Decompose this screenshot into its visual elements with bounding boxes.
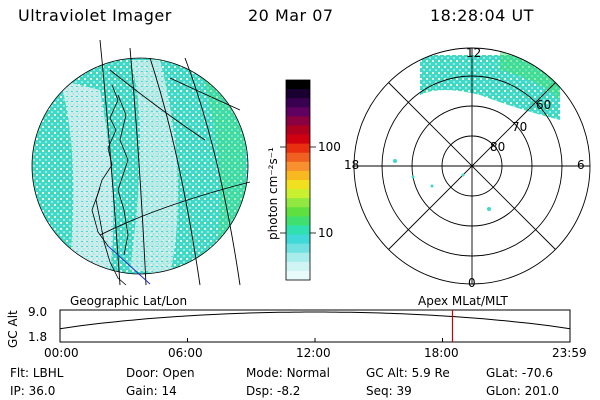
lat-label-60: 60 <box>536 98 552 112</box>
time-label: 18:28:04 UT <box>430 6 534 25</box>
info-glon: GLon: 201.0 <box>486 384 559 398</box>
colorbar-step <box>286 98 310 108</box>
colorbar-step <box>286 143 310 154</box>
colorbar-unit: photon cm⁻²s⁻¹ <box>266 147 280 240</box>
info-glat: GLat: -70.6 <box>486 366 553 380</box>
info-gc-alt: GC Alt: 5.9 Re <box>366 366 450 380</box>
time-tick-4: 23:59 <box>552 346 587 360</box>
date-label: 20 Mar 07 <box>248 6 334 25</box>
info-ip: IP: 36.0 <box>10 384 56 398</box>
colorbar-tick-100: 100 <box>318 140 341 154</box>
info-flt: Flt: LBHL <box>10 366 64 380</box>
lat-label-80: 80 <box>490 140 506 154</box>
info-seq: Seq: 39 <box>366 384 412 398</box>
colorbar-step <box>286 216 310 226</box>
colorbar-step <box>286 170 310 181</box>
alt-tick-low: 1.8 <box>28 330 48 344</box>
colorbar-step <box>286 125 310 136</box>
colorbar-step <box>286 261 310 272</box>
info-mode: Mode: Normal <box>246 366 330 380</box>
colorbar-step <box>286 198 310 208</box>
colorbar-step <box>286 161 310 172</box>
colorbar-step <box>286 189 310 199</box>
colorbar-step <box>286 134 310 145</box>
info-dsp: Dsp: -8.2 <box>246 384 301 398</box>
time-tick-1: 06:00 <box>168 346 203 360</box>
time-tick-2: 12:00 <box>296 346 331 360</box>
altitude-axis-title: GC Alt <box>6 310 20 348</box>
mlt-label-right: 6 <box>577 158 585 172</box>
colorbar-tick-10: 10 <box>318 226 334 240</box>
mlt-label-bottom: 0 <box>468 276 476 290</box>
colorbar-step <box>286 243 310 254</box>
altitude-curve <box>59 311 571 330</box>
time-tick-3: 18:00 <box>424 346 459 360</box>
alt-tick-high: 9.0 <box>28 305 48 319</box>
lat-label-70: 70 <box>512 120 528 134</box>
info-gain: Gain: 14 <box>126 384 177 398</box>
aurora-spots <box>393 159 491 211</box>
colorbar-step <box>286 180 310 190</box>
colorbar-step <box>286 80 310 90</box>
colorbar-step <box>286 89 310 99</box>
colorbar-step <box>286 225 310 236</box>
time-ticks <box>59 338 571 342</box>
polar-grid <box>353 47 591 285</box>
colorbar-step <box>286 207 310 217</box>
colorbar-step <box>286 152 310 163</box>
mlt-label-top: 12 <box>466 46 482 60</box>
geographic-image <box>32 58 248 274</box>
lat-lon-grid <box>99 39 251 286</box>
apex-label: Apex MLat/MLT <box>418 294 508 308</box>
mlt-label-left: 18 <box>344 158 360 172</box>
colorbar-step <box>286 252 310 263</box>
time-tick-0: 00:00 <box>44 346 79 360</box>
colorbar-step <box>286 270 310 281</box>
geographic-label: Geographic Lat/Lon <box>70 294 188 308</box>
colorbar-step <box>286 107 310 117</box>
altitude-plot-frame <box>59 309 571 343</box>
colorbar-step <box>286 234 310 245</box>
colorbar <box>286 80 310 281</box>
instrument-title: Ultraviolet Imager <box>18 6 172 25</box>
terminator-line <box>107 245 151 285</box>
colorbar-step <box>286 116 310 126</box>
coastline <box>91 84 129 286</box>
info-door: Door: Open <box>126 366 195 380</box>
